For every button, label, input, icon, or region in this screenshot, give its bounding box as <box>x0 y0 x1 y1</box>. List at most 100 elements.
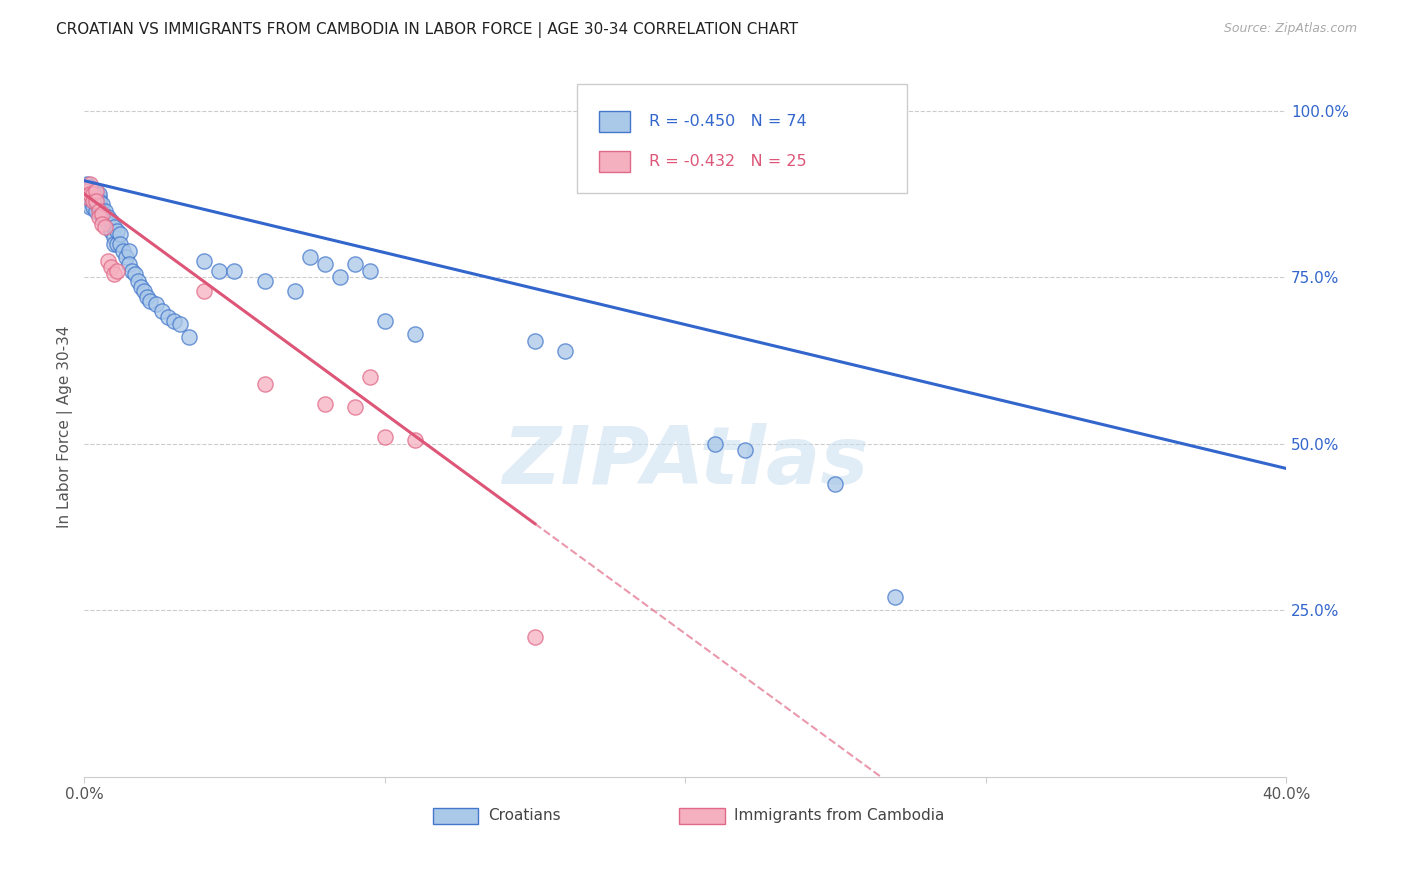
Point <box>314 397 336 411</box>
Point <box>97 217 120 231</box>
Point <box>91 207 114 221</box>
Point <box>89 211 111 225</box>
FancyBboxPatch shape <box>679 807 724 824</box>
Point <box>84 194 107 208</box>
Point <box>76 177 98 191</box>
Point <box>224 263 246 277</box>
Point <box>82 190 104 204</box>
Point <box>124 267 146 281</box>
Point <box>82 200 104 214</box>
Point <box>193 284 215 298</box>
FancyBboxPatch shape <box>599 111 630 132</box>
Point <box>89 200 111 214</box>
Point <box>84 190 107 204</box>
Point <box>118 244 141 258</box>
Point <box>103 236 125 251</box>
Point <box>704 436 727 450</box>
Point <box>329 270 352 285</box>
Point <box>169 317 191 331</box>
Point <box>253 274 276 288</box>
Point <box>343 257 366 271</box>
Point <box>136 290 159 304</box>
Point <box>103 230 125 244</box>
Text: Immigrants from Cambodia: Immigrants from Cambodia <box>734 808 945 823</box>
Point <box>79 186 101 201</box>
Point <box>115 250 138 264</box>
Point <box>79 194 101 208</box>
Point <box>884 590 907 604</box>
Text: Croatians: Croatians <box>488 808 561 823</box>
Point <box>131 280 153 294</box>
Point <box>134 284 156 298</box>
Point <box>110 236 132 251</box>
Point <box>97 211 120 225</box>
Point <box>89 194 111 208</box>
Point <box>404 326 426 341</box>
Point <box>94 220 117 235</box>
Point <box>314 257 336 271</box>
Point <box>110 227 132 241</box>
Point <box>284 284 307 298</box>
Point <box>91 203 114 218</box>
Point <box>79 190 101 204</box>
Point <box>82 194 104 208</box>
Point <box>91 217 114 231</box>
Point <box>79 177 101 191</box>
Point <box>76 184 98 198</box>
Text: Source: ZipAtlas.com: Source: ZipAtlas.com <box>1223 22 1357 36</box>
FancyBboxPatch shape <box>433 807 478 824</box>
Point <box>82 184 104 198</box>
FancyBboxPatch shape <box>599 151 630 172</box>
Point <box>82 194 104 208</box>
Point <box>79 186 101 201</box>
Text: R = -0.450   N = 74: R = -0.450 N = 74 <box>650 114 807 129</box>
Point <box>79 180 101 194</box>
FancyBboxPatch shape <box>576 85 907 193</box>
Point <box>105 224 128 238</box>
Text: CROATIAN VS IMMIGRANTS FROM CAMBODIA IN LABOR FORCE | AGE 30-34 CORRELATION CHAR: CROATIAN VS IMMIGRANTS FROM CAMBODIA IN … <box>56 22 799 38</box>
Point <box>145 297 167 311</box>
Point <box>100 224 122 238</box>
Point <box>118 257 141 271</box>
Y-axis label: In Labor Force | Age 30-34: In Labor Force | Age 30-34 <box>58 326 73 528</box>
Point <box>523 334 546 348</box>
Point <box>84 203 107 218</box>
Point <box>76 190 98 204</box>
Point <box>97 253 120 268</box>
Point <box>84 186 107 201</box>
Point <box>127 274 149 288</box>
Point <box>343 400 366 414</box>
Point <box>100 213 122 227</box>
Point <box>103 220 125 235</box>
Point <box>139 293 162 308</box>
Point <box>112 244 135 258</box>
Point <box>121 263 143 277</box>
Point <box>79 200 101 214</box>
Point <box>179 330 201 344</box>
Point <box>157 310 180 325</box>
Point <box>105 263 128 277</box>
Point <box>253 376 276 391</box>
Point <box>82 186 104 201</box>
Point <box>152 303 174 318</box>
Point <box>554 343 576 358</box>
Text: R = -0.432   N = 25: R = -0.432 N = 25 <box>650 153 807 169</box>
Point <box>824 476 846 491</box>
Point <box>298 250 321 264</box>
Point <box>359 263 381 277</box>
Point <box>94 211 117 225</box>
Point <box>84 184 107 198</box>
Point <box>105 236 128 251</box>
Point <box>523 630 546 644</box>
Point <box>103 267 125 281</box>
Point <box>94 203 117 218</box>
Point <box>91 197 114 211</box>
Point <box>89 186 111 201</box>
Point <box>82 197 104 211</box>
Point <box>91 211 114 225</box>
Point <box>208 263 231 277</box>
Point <box>89 197 111 211</box>
Point <box>89 203 111 218</box>
Point <box>82 186 104 201</box>
Point <box>89 190 111 204</box>
